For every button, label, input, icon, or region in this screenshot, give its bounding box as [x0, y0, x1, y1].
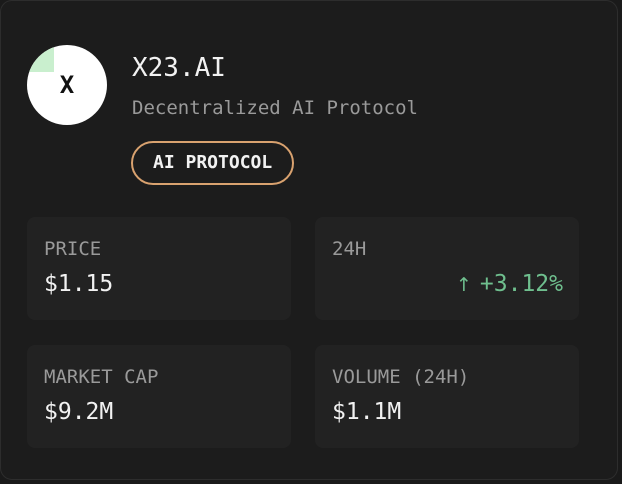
change-24h-stat: 24H ↑ +3.12% — [315, 217, 579, 320]
volume-24h-value: $1.1M — [332, 399, 402, 425]
arrow-up-icon: ↑ — [455, 274, 472, 296]
change-24h-value-group: ↑ +3.12% — [456, 271, 563, 297]
avatar-letter: X — [59, 71, 75, 99]
market-cap-label: MARKET CAP — [44, 366, 159, 388]
price-value: $1.15 — [44, 271, 114, 297]
volume-24h-stat: VOLUME (24H) $1.1M — [315, 345, 579, 448]
change-24h-value: +3.12% — [479, 271, 563, 297]
price-stat: PRICE $1.15 — [27, 217, 291, 320]
token-description: Decentralized AI Protocol — [132, 97, 418, 119]
change-24h-label: 24H — [332, 238, 367, 260]
market-cap-stat: MARKET CAP $9.2M — [27, 345, 291, 448]
volume-24h-label: VOLUME (24H) — [332, 366, 470, 388]
market-cap-value: $9.2M — [44, 399, 114, 425]
token-name: X23.AI — [132, 53, 226, 83]
token-avatar: X — [27, 45, 107, 125]
price-label: PRICE — [44, 238, 102, 260]
category-badge: AI PROTOCOL — [131, 141, 295, 185]
avatar-corner-accent — [27, 45, 54, 72]
